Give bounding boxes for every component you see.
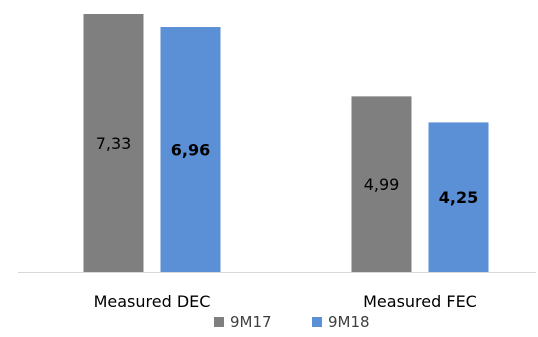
- legend-swatch-9M18: [312, 317, 322, 327]
- data-label-9M18-1: 4,25: [439, 188, 478, 207]
- category-label-1: Measured FEC: [363, 292, 477, 311]
- data-label-9M17-0: 7,33: [96, 134, 132, 153]
- bar-9M17-1: [351, 96, 412, 273]
- data-label-9M17-1: 4,99: [364, 175, 400, 194]
- bar-9M18-1: [428, 122, 489, 273]
- category-label-0: Measured DEC: [94, 292, 211, 311]
- legend-label-9M17: 9M17: [230, 313, 272, 331]
- data-label-9M18-0: 6,96: [171, 141, 210, 160]
- legend-swatch-9M17: [214, 317, 224, 327]
- bar-9M17-0: [83, 14, 144, 272]
- bar-9M18-0: [160, 27, 221, 272]
- legend-label-9M18: 9M18: [328, 313, 370, 331]
